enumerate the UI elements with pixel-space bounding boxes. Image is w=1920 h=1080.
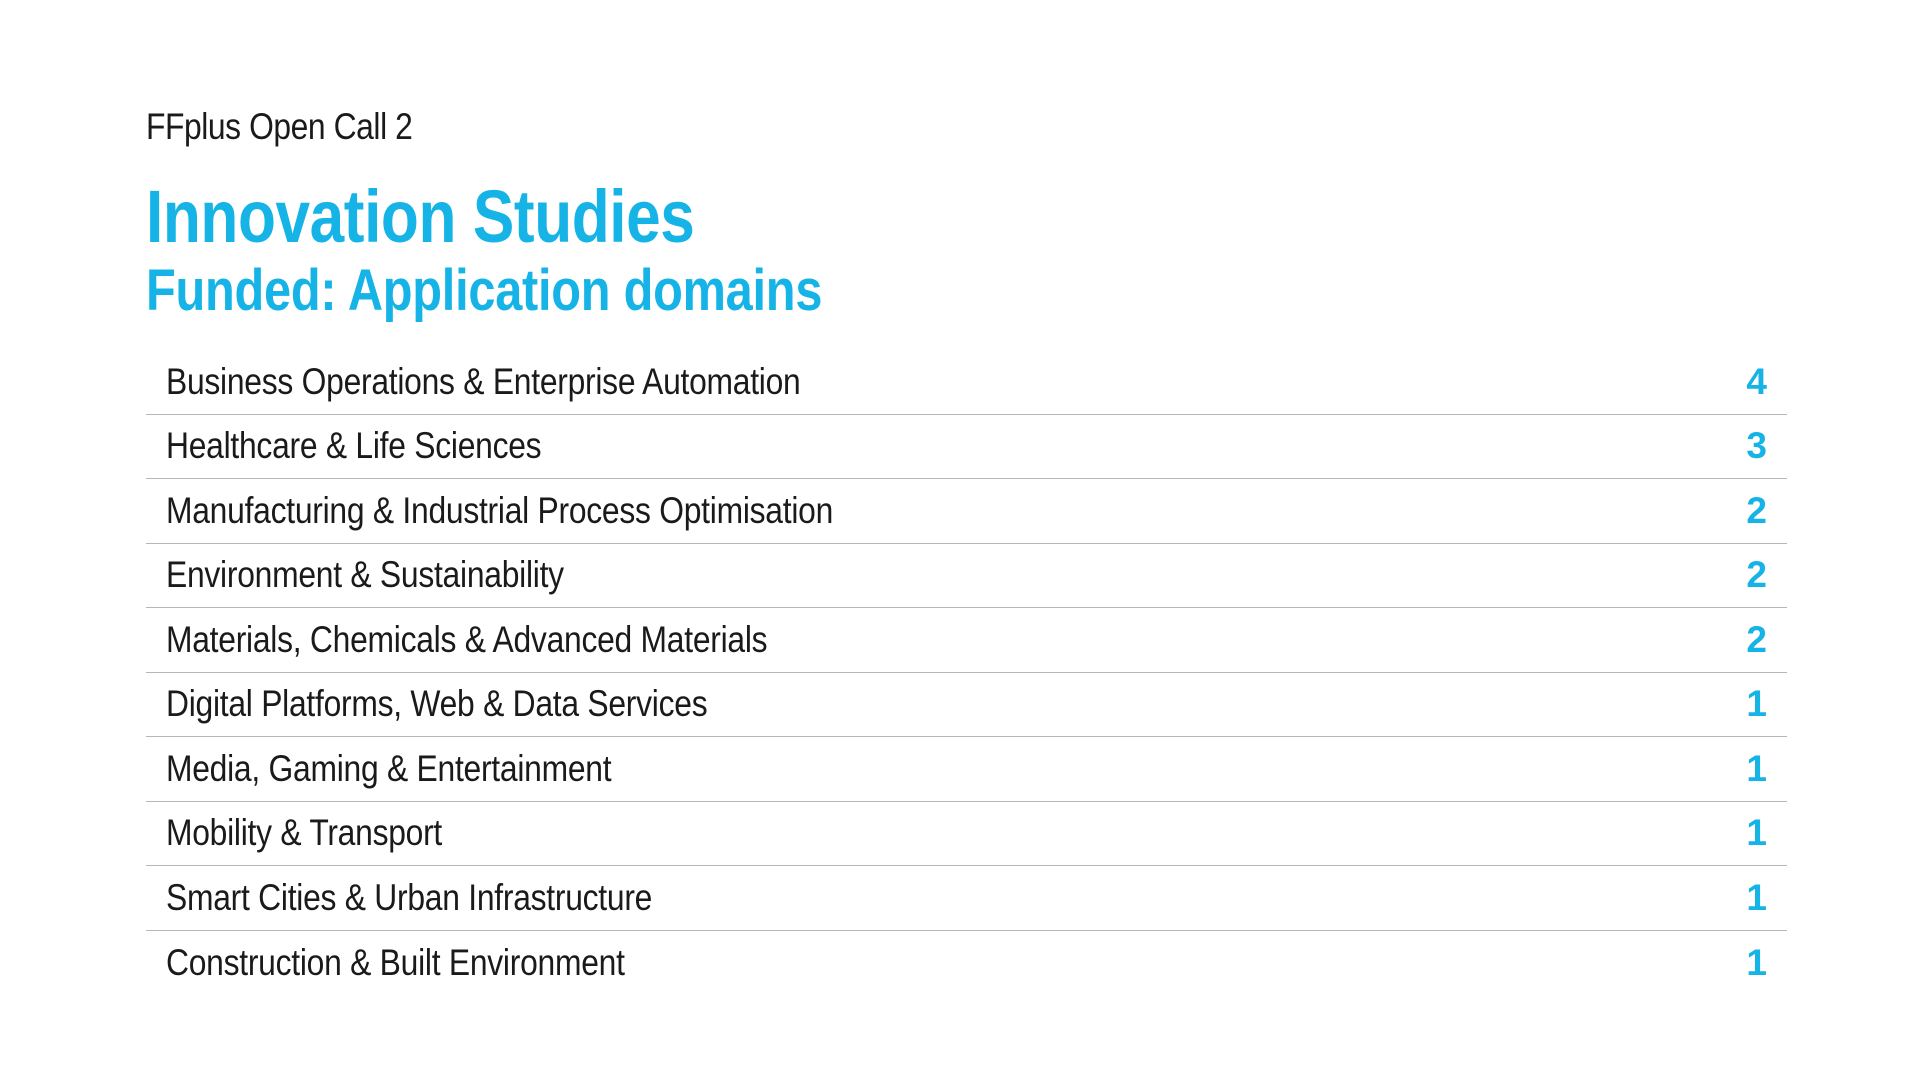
- table-row: Digital Platforms, Web & Data Services 1: [146, 673, 1787, 737]
- domain-label: Smart Cities & Urban Infrastructure: [166, 876, 653, 918]
- domain-label: Digital Platforms, Web & Data Services: [166, 683, 708, 725]
- domain-label: Business Operations & Enterprise Automat…: [166, 360, 801, 402]
- domain-count: 2: [1746, 489, 1767, 531]
- domain-count: 1: [1746, 747, 1767, 789]
- page-title: Innovation Studies: [146, 175, 695, 258]
- domain-count: 2: [1746, 618, 1767, 660]
- domain-count: 3: [1746, 425, 1767, 467]
- domain-count: 1: [1746, 812, 1767, 854]
- domain-label: Manufacturing & Industrial Process Optim…: [166, 489, 834, 531]
- domain-label: Media, Gaming & Entertainment: [166, 747, 612, 789]
- table-row: Environment & Sustainability 2: [146, 544, 1787, 608]
- domain-label: Mobility & Transport: [166, 812, 443, 854]
- domain-label: Environment & Sustainability: [166, 554, 564, 596]
- domain-table: Business Operations & Enterprise Automat…: [146, 350, 1787, 995]
- table-row: Materials, Chemicals & Advanced Material…: [146, 608, 1787, 673]
- table-row: Manufacturing & Industrial Process Optim…: [146, 479, 1787, 544]
- domain-label: Materials, Chemicals & Advanced Material…: [166, 618, 768, 660]
- domain-label: Healthcare & Life Sciences: [166, 425, 542, 467]
- table-row: Construction & Built Environment 1: [146, 931, 1787, 996]
- domain-count: 1: [1746, 876, 1767, 918]
- table-row: Mobility & Transport 1: [146, 802, 1787, 866]
- page-subtitle: Funded: Application domains: [146, 258, 823, 323]
- table-row: Smart Cities & Urban Infrastructure 1: [146, 866, 1787, 931]
- domain-count: 4: [1746, 360, 1767, 402]
- domain-label: Construction & Built Environment: [166, 941, 625, 983]
- table-row: Healthcare & Life Sciences 3: [146, 415, 1787, 479]
- eyebrow-heading: FFplus Open Call 2: [146, 106, 413, 147]
- table-row: Business Operations & Enterprise Automat…: [146, 350, 1787, 415]
- domain-count: 2: [1746, 554, 1767, 596]
- table-row: Media, Gaming & Entertainment 1: [146, 737, 1787, 802]
- domain-count: 1: [1746, 941, 1767, 983]
- domain-count: 1: [1746, 683, 1767, 725]
